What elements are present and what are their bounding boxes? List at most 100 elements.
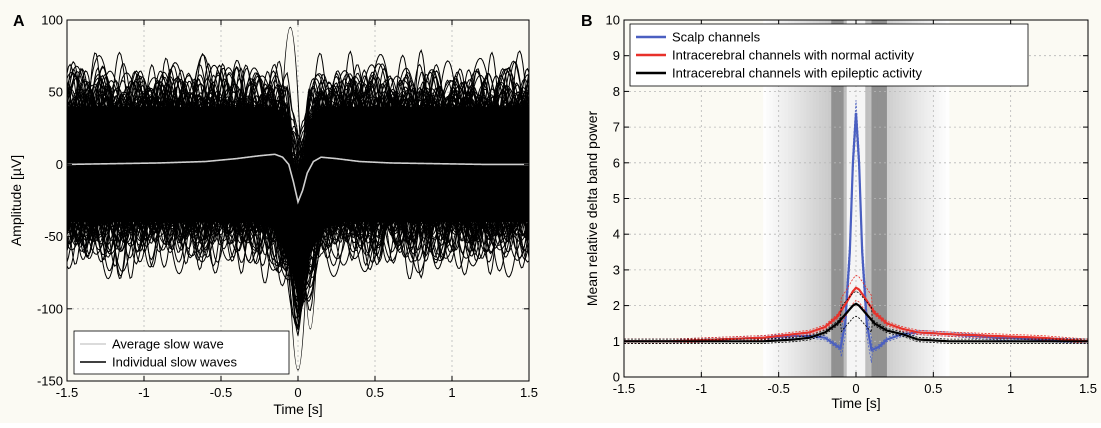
shading-strip	[930, 20, 934, 377]
individual-slow-wave	[67, 80, 529, 182]
shading-strip	[809, 20, 814, 377]
series-line-2	[624, 302, 1088, 343]
shading-strip	[936, 20, 941, 377]
panel-b-x-tick-label: 0.5	[924, 381, 942, 396]
panel-b-axes: -1.5 -1 -0.5 0 0.5 1 1.5 0 1 2 3 4 5 6 7 8 9 10	[606, 13, 1098, 397]
shading-strip	[806, 20, 811, 377]
panel-a-y-tick-label: 0	[56, 157, 63, 172]
panel-a: A -1.5 -1 -0.5 0 0.5 1 1.5 -150 -100 -50 0 50 100 Av…	[8, 13, 538, 418]
shading-strip	[865, 20, 869, 377]
panel-a-x-tick-label: 1.5	[520, 385, 538, 400]
panel-a-legend-label: Individual slow waves	[112, 355, 238, 370]
panel-b-y-tick-label: 1	[613, 334, 620, 349]
panel-b-y-tick-label: 9	[613, 48, 620, 63]
panel-b-y-tick-label: 3	[613, 262, 620, 277]
panel-b-legend-label: Intracerebral channels with normal activ…	[672, 48, 915, 63]
panel-a-legend: Average slow wave Individual slow waves	[73, 330, 290, 375]
panel-a-y-tick-label: 100	[41, 13, 63, 28]
panel-b-legend: Scalp channels Intracerebral channels wit…	[629, 23, 1029, 87]
panel-a-letter: A	[13, 13, 25, 30]
panel-b-x-tick-label: -0.5	[767, 381, 789, 396]
shading-strip	[825, 20, 829, 377]
individual-slow-wave	[67, 209, 529, 294]
shading-strip	[846, 20, 851, 377]
panel-a-x-tick-label: 1	[448, 385, 455, 400]
shading-strip	[791, 20, 795, 377]
shading-strip	[834, 20, 839, 377]
panel-a-y-tick-label: -50	[44, 229, 63, 244]
individual-slow-wave	[67, 209, 529, 315]
panel-b-y-tick-label: 7	[613, 120, 620, 135]
shading-strip	[874, 20, 879, 377]
series-upper-bound	[624, 274, 1088, 340]
panel-a-y-tick-label: -150	[37, 374, 63, 389]
shading-strip	[784, 20, 789, 377]
panel-b-legend-label: Scalp channels	[672, 30, 761, 45]
panel-a-lines	[67, 153, 529, 205]
panel-b-x-tick-label: 1	[1007, 381, 1014, 396]
individual-slow-wave	[67, 209, 529, 292]
panel-b-y-tick-label: 10	[606, 13, 620, 28]
shading-strip	[945, 20, 950, 377]
panel-b-y-tick-label: 2	[613, 298, 620, 313]
panel-b-y-axis-label: Mean relative delta band power	[584, 110, 600, 306]
shading-strip	[905, 20, 910, 377]
panel-b-x-tick-label: -1	[696, 381, 708, 396]
series-lower-bound	[624, 315, 1088, 344]
panel-b-x-tick-label: 1.5	[1079, 381, 1097, 396]
shading-strip	[899, 20, 903, 377]
panel-b-y-tick-label: 6	[613, 155, 620, 170]
panel-a-legend-label: Average slow wave	[112, 337, 224, 352]
shading-strip	[880, 20, 885, 377]
shading-strip	[896, 20, 900, 377]
shading-strip	[911, 20, 916, 377]
shading-strip	[800, 20, 805, 377]
shading-strip	[769, 20, 774, 377]
shading-strip	[890, 20, 894, 377]
shading-strip	[871, 20, 876, 377]
individual-slow-wave	[285, 164, 311, 371]
shading-strip	[840, 20, 845, 377]
panel-b-legend-box	[629, 23, 1029, 87]
panel-a-axes: -1.5 -1 -0.5 0 0.5 1 1.5 -150 -100 -50 0 50 100	[37, 13, 538, 401]
panel-a-y-tick-label: 50	[49, 85, 63, 100]
shading-strip	[766, 20, 770, 377]
panel-b-x-tick-label: 0	[852, 381, 859, 396]
panel-a-x-tick-label: -1.5	[56, 385, 78, 400]
panel-a-x-tick-label: 0	[294, 385, 301, 400]
individual-slow-wave	[67, 70, 529, 172]
average-slow-wave-line	[67, 153, 529, 205]
panel-b-y-tick-label: 8	[613, 84, 620, 99]
panel-b-y-tick-label: 0	[613, 370, 620, 385]
individual-slow-wave	[67, 96, 529, 175]
shading-strip	[927, 20, 931, 377]
shading-strip	[939, 20, 944, 377]
individual-slow-wave	[300, 164, 321, 330]
panel-a-x-tick-label: 0.5	[366, 385, 384, 400]
panel-b-letter: B	[581, 13, 593, 30]
series-line-1	[624, 286, 1088, 343]
panel-a-x-axis-label: Time [s]	[273, 401, 322, 417]
individual-slow-wave	[67, 49, 529, 175]
shading-strip	[775, 20, 780, 377]
shading-strip	[914, 20, 919, 377]
panel-b-legend-label: Intracerebral channels with epileptic ac…	[672, 66, 923, 81]
panel-b-x-tick-label: -1.5	[613, 381, 635, 396]
panel-a-y-axis-label: Amplitude [µV]	[8, 155, 24, 246]
shading-strip	[821, 20, 826, 377]
shading-strip	[815, 20, 820, 377]
series-upper-bound	[624, 290, 1088, 340]
individual-slow-wave	[67, 209, 529, 327]
shading-strip	[920, 20, 925, 377]
panel-a-x-tick-label: -0.5	[210, 385, 232, 400]
panel-a-y-tick-label: -100	[37, 301, 63, 316]
shading-strip	[886, 20, 891, 377]
individual-slow-wave	[67, 209, 529, 296]
panel-b: B -1.5 -1 -0.5 0 0.5 1 1.5 0 1 2 3 4 5 6 7 8 9 10 Scalp c…	[581, 13, 1097, 412]
shading-strip	[781, 20, 786, 377]
panel-a-x-tick-label: -1	[138, 385, 150, 400]
panel-b-lines	[624, 100, 1088, 363]
panel-b-y-tick-label: 5	[613, 191, 620, 206]
